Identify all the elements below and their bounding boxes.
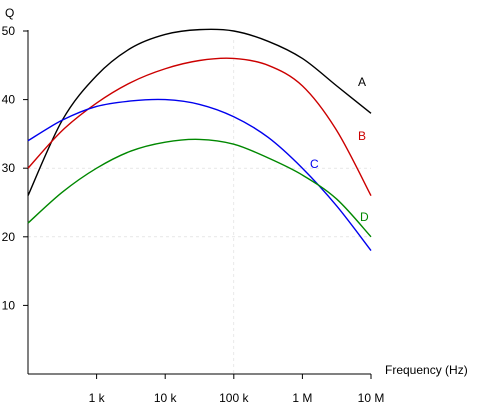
axes [27, 30, 371, 375]
series-label-c: C [310, 157, 319, 171]
y-tick-label: 50 [2, 24, 16, 38]
x-axis-title: Frequency (Hz) [385, 363, 468, 377]
series-lines [27, 28, 372, 251]
series-labels: A B C D [310, 75, 369, 224]
grid-lines [28, 40, 371, 374]
x-tick-label: 10 M [358, 391, 385, 405]
x-axis-ticks: 1 k 10 k 100 k 1 M 10 M [89, 374, 385, 405]
y-tick-label: 30 [2, 161, 16, 175]
x-tick-label: 1 k [89, 391, 106, 405]
y-tick-label: 20 [2, 230, 16, 244]
y-tick-label: 40 [2, 93, 16, 107]
series-label-a: A [358, 75, 366, 89]
x-tick-label: 10 k [154, 391, 178, 405]
y-tick-label: 10 [2, 298, 16, 312]
series-line-b [27, 57, 372, 196]
series-line-d [27, 138, 372, 238]
y-axis-ticks: 10 20 30 40 50 [2, 24, 28, 312]
series-line-a [27, 28, 372, 196]
series-label-d: D [360, 210, 369, 224]
series-label-b: B [358, 129, 366, 143]
series-line-c [27, 98, 372, 251]
y-axis-title: Q [5, 6, 14, 20]
x-tick-label: 100 k [219, 391, 249, 405]
x-tick-label: 1 M [292, 391, 312, 405]
